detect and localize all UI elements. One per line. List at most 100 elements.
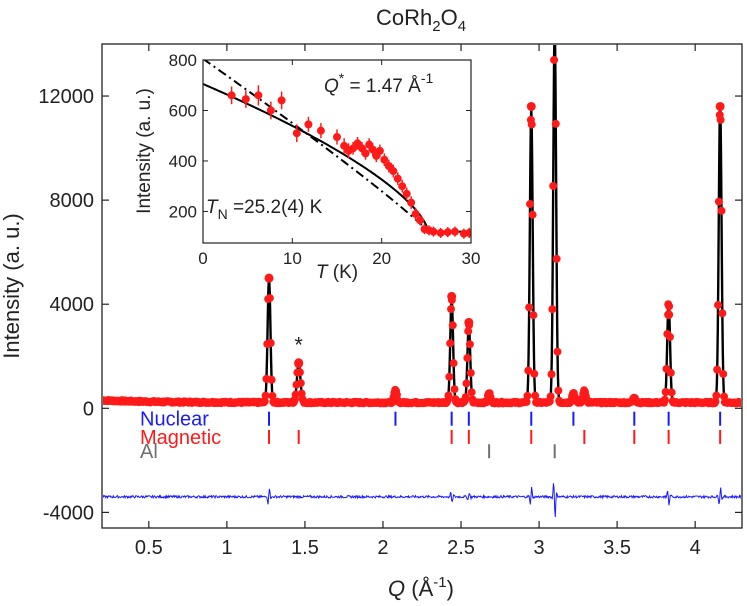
y-tick-label: 8000 [50,190,95,212]
inset-data-point [465,228,471,237]
inset-y-axis-label: Intensity (a. u.) [134,88,155,214]
observed-data-point [546,392,555,401]
x-axis-label: Q (Å-1) [388,574,454,601]
inset-x-tick-label: 0 [198,249,207,268]
inset-y-tick-label: 200 [169,202,197,221]
observed-data-point [712,391,721,400]
observed-data-point [549,181,558,190]
x-tick-label: 1.5 [291,537,319,559]
inset-data-point [227,91,236,100]
observed-peak-point [664,310,674,320]
inset-data-point [375,146,384,155]
observed-data-point [711,397,720,406]
inset-data-point [389,167,398,176]
x-tick-label: 0.5 [135,537,163,559]
observed-data-point [667,388,676,397]
observed-data-point [296,379,305,388]
observed-data-point [660,395,669,404]
observed-data-point [551,119,560,128]
observed-peak-point [294,358,304,368]
y-tick-label: 12000 [38,86,94,108]
observed-data-point [522,397,531,406]
inset-x-tick-label: 20 [372,249,391,268]
inset-data-point [277,96,286,105]
inset-y-tick-label: 800 [169,51,197,70]
observed-data-point [666,368,675,377]
observed-data-point [737,398,741,407]
observed-data-point [547,370,556,379]
observed-data-point [524,366,533,375]
inset-data-point [368,145,377,154]
y-axis-label: Intensity (a. u.) [0,213,24,359]
observed-data-point [665,332,674,341]
observed-data-point [552,254,561,263]
observed-data-point [267,375,276,384]
main-plot-frame [101,43,743,529]
difference-curve [103,483,741,518]
observed-peak-point [447,291,457,301]
inset-data-point [416,216,425,225]
observed-data-point [714,197,723,206]
observed-data-point [445,372,454,381]
inset-data-point [450,227,459,236]
observed-data-point [527,120,536,129]
y-tick-label: 0 [83,398,94,420]
inset-x-tick-label: 10 [283,249,302,268]
observed-data-point [266,339,275,348]
inset-y-tick-label: 600 [169,101,197,120]
observed-data-point [550,55,559,64]
peak-annotation-star: * [294,332,303,357]
observed-data-point [462,379,471,388]
inset-data-point [254,91,263,100]
tick-row-label-magnetic: Magnetic [140,427,221,449]
inset-data-point [241,95,250,104]
observed-data-point [463,354,472,363]
y-tick-label: 4000 [50,294,95,316]
observed-data-point [551,27,559,35]
inset-data-point [380,155,389,164]
observed-data-point [291,390,300,399]
observed-data-point [716,115,725,124]
inset-annotation-tn: TN =25.2(4) K [206,197,323,222]
observed-data-point [665,302,674,311]
observed-data-point [446,339,455,348]
x-tick-label: 4 [690,537,701,559]
observed-data-point [466,368,475,377]
x-tick-label: 3.5 [603,537,631,559]
observed-peak-point [526,101,536,111]
observed-data-point [467,388,476,397]
observed-data-point [448,321,457,330]
observed-data-point [719,369,728,378]
observed-data-point [261,391,270,400]
observed-data-point [449,359,458,368]
inset-x-tick-label: 30 [462,249,481,268]
inset-data-point [393,174,402,183]
observed-data-point [528,210,537,219]
inset-data-point [411,209,420,218]
inset-x-axis-label: T (K) [316,262,358,283]
tick-row-label-nuclear: Nuclear [140,409,209,431]
inset-data-point [333,132,341,141]
observed-data-point [548,305,557,314]
dash-dot-fit-curve [203,60,471,233]
observed-data-point [450,385,459,394]
observed-data-point [530,369,539,378]
inset-data-point [398,182,407,191]
inset-plot-frame [202,59,472,244]
observed-data-point [529,311,538,320]
x-tick-label: 3 [534,537,545,559]
chart-title: CoRh2O4 [376,5,466,35]
inset-y-tick-label: 400 [169,152,197,171]
observed-data-point [465,340,474,349]
observed-data-point [661,388,670,396]
y-tick-label: -4000 [43,502,94,524]
observed-data-point [554,386,563,395]
inset-data-point [443,228,452,237]
tick-row-label-al: Al [140,441,158,463]
observed-data-point [461,393,470,402]
inset-data-point [304,120,313,129]
observed-data-point [531,391,540,400]
observed-data-point [295,368,304,377]
